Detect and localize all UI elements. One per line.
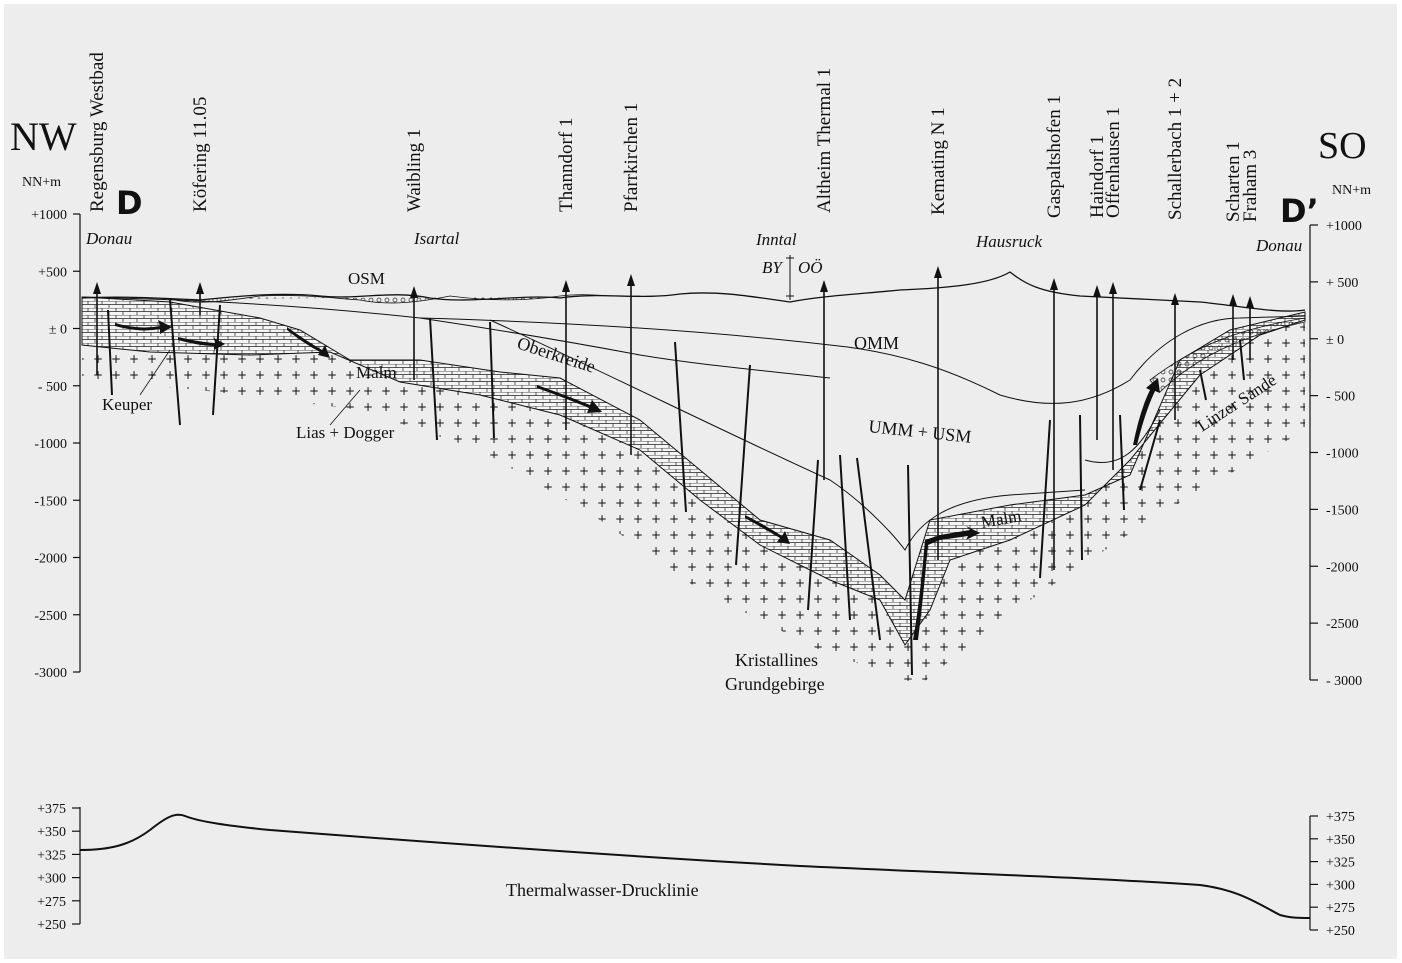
well-arrowhead: [1229, 294, 1237, 306]
pressure-line: [79, 813, 1311, 919]
well-label: Gaspaltshofen 1: [1044, 95, 1065, 218]
left-pressure-ticks: +375 +350 +325 +300 +275 +250: [37, 802, 80, 933]
left-elevation-tick-label: -3000: [34, 666, 67, 681]
right-pressure-tick-label: +375: [1326, 810, 1355, 825]
unit-osm: OSM: [348, 269, 385, 288]
well-arrowhead: [93, 282, 101, 294]
well-labels: Regensburg Westbad Köfering 11.05 Waibling…: [87, 52, 1261, 222]
left-elevation-tick-label: -1000: [34, 437, 67, 452]
left-elevation-tick-label: - 500: [38, 380, 67, 395]
left-pressure-tick-label: +300: [37, 872, 66, 887]
well-arrowhead: [627, 274, 635, 286]
unit-omm: OMM: [854, 333, 899, 353]
well-arrowhead: [934, 266, 942, 278]
right-elevation-tick-label: ± 0: [1326, 333, 1344, 348]
flow-arrows: [115, 320, 1160, 640]
well-markers: [93, 266, 1254, 570]
topographic-surface: [81, 271, 1306, 312]
right-elevation-tick-label: - 500: [1326, 390, 1355, 405]
right-elevation-tick-label: + 500: [1326, 276, 1358, 291]
direction-so: SO: [1318, 125, 1367, 167]
omm-base-line: [81, 296, 831, 379]
right-elevation-tick-label: -1000: [1326, 447, 1359, 462]
well-label: Haindorf 1: [1087, 135, 1108, 218]
well-label: Regensburg Westbad: [87, 52, 108, 212]
right-pressure-tick-label: +350: [1326, 833, 1355, 848]
well-label: Schallerbach 1 + 2: [1165, 78, 1186, 220]
right-elevation-tick-label: -2000: [1326, 560, 1359, 575]
well-arrowhead: [820, 280, 828, 292]
well-label: Altheim Thermal 1: [814, 68, 835, 213]
well-label: Waibling 1: [404, 129, 425, 212]
usm-east-line: [1084, 409, 1161, 464]
left-pressure-tick-label: +275: [37, 895, 66, 910]
well-label: Fraham 3: [1240, 150, 1261, 222]
left-pressure-tick-label: +250: [37, 918, 66, 933]
place-inntal: Inntal: [755, 230, 797, 249]
right-elevation-tick-label: -2500: [1326, 617, 1359, 632]
left-elevation-tick-label: ± 0: [49, 323, 67, 338]
unit-lias-dogger: Lias + Dogger: [296, 423, 395, 442]
unit-keuper: Keuper: [102, 395, 152, 414]
pressure-line-label: Thermalwasser-Drucklinie: [506, 880, 699, 900]
right-pressure-tick-label: +300: [1326, 878, 1355, 893]
well-label: Köfering 11.05: [190, 97, 211, 212]
unit-kristallin-line1: Kristallines: [735, 650, 818, 670]
right-elevation-tick-label: -1500: [1326, 503, 1359, 518]
crystalline-basement: [82, 320, 1305, 685]
unit-oberkreide: Oberkreide: [515, 333, 598, 377]
right-pressure-tick-label: +250: [1326, 924, 1355, 939]
left-elevation-ticks: +1000 +500 ± 0 - 500 -1000 -1500 -2000 -2500 -30…: [31, 208, 80, 681]
well-arrowhead: [1093, 285, 1101, 297]
left-pressure-tick-label: +375: [37, 802, 66, 817]
left-unit-label: NN+m: [22, 175, 61, 190]
right-elevation-tick-label: +1000: [1326, 219, 1362, 234]
section-end-label: D’: [1280, 192, 1319, 230]
left-elevation-tick-label: -1500: [34, 494, 67, 509]
place-donau-right: Donau: [1255, 236, 1302, 255]
right-unit-label: NN+m: [1332, 183, 1371, 198]
well-label: Thanndorf 1: [556, 118, 577, 212]
place-hausruck: Hausruck: [975, 232, 1043, 251]
unit-kristallin-line2: Grundgebirge: [725, 674, 825, 694]
well-arrowhead: [1171, 293, 1179, 305]
well-label: Pfarrkirchen 1: [621, 103, 642, 212]
border-label-by: BY: [762, 258, 783, 277]
border-label-oo: OÖ: [798, 258, 823, 277]
right-elevation-ticks: +1000 + 500 ± 0 - 500 -1000 -1500 -2000 -2500 - …: [1310, 219, 1362, 689]
well-arrowhead: [1050, 278, 1058, 290]
well-label: Offenhausen 1: [1103, 107, 1124, 218]
well-label: Kemating N 1: [928, 107, 949, 215]
well-arrowhead: [1109, 282, 1117, 294]
omm-lower-line: [419, 315, 1306, 404]
well-arrowhead: [1246, 296, 1254, 308]
border-marker: [786, 255, 794, 300]
unit-umm-usm: UMM + USM: [868, 416, 973, 447]
linzer-sande-band: [1149, 317, 1306, 393]
right-elevation-tick-label: - 3000: [1326, 674, 1362, 689]
left-elevation-tick-label: +1000: [31, 208, 67, 223]
left-pressure-tick-label: +325: [37, 848, 66, 863]
well-label: Scharten 1: [1223, 141, 1244, 222]
left-elevation-tick-label: -2500: [34, 609, 67, 624]
left-pressure-tick-label: +350: [37, 825, 66, 840]
left-elevation-tick-label: -2000: [34, 552, 67, 567]
direction-nw: NW: [10, 114, 77, 159]
right-pressure-ticks: +375 +350 +325 +300 +275 +250: [1310, 810, 1355, 939]
well-arrowhead: [410, 286, 418, 298]
well-arrowhead: [196, 282, 204, 294]
section-start-label: D: [116, 184, 143, 222]
right-pressure-tick-label: +325: [1326, 856, 1355, 871]
leader-lines: [139, 349, 361, 426]
left-elevation-tick-label: +500: [38, 265, 67, 280]
place-isartal: Isartal: [413, 229, 460, 248]
right-pressure-tick-label: +275: [1326, 901, 1355, 916]
faults: [107, 299, 1245, 676]
place-donau-left: Donau: [85, 229, 132, 248]
well-arrowhead: [562, 280, 570, 292]
unit-malm-left: Malm: [356, 363, 397, 382]
